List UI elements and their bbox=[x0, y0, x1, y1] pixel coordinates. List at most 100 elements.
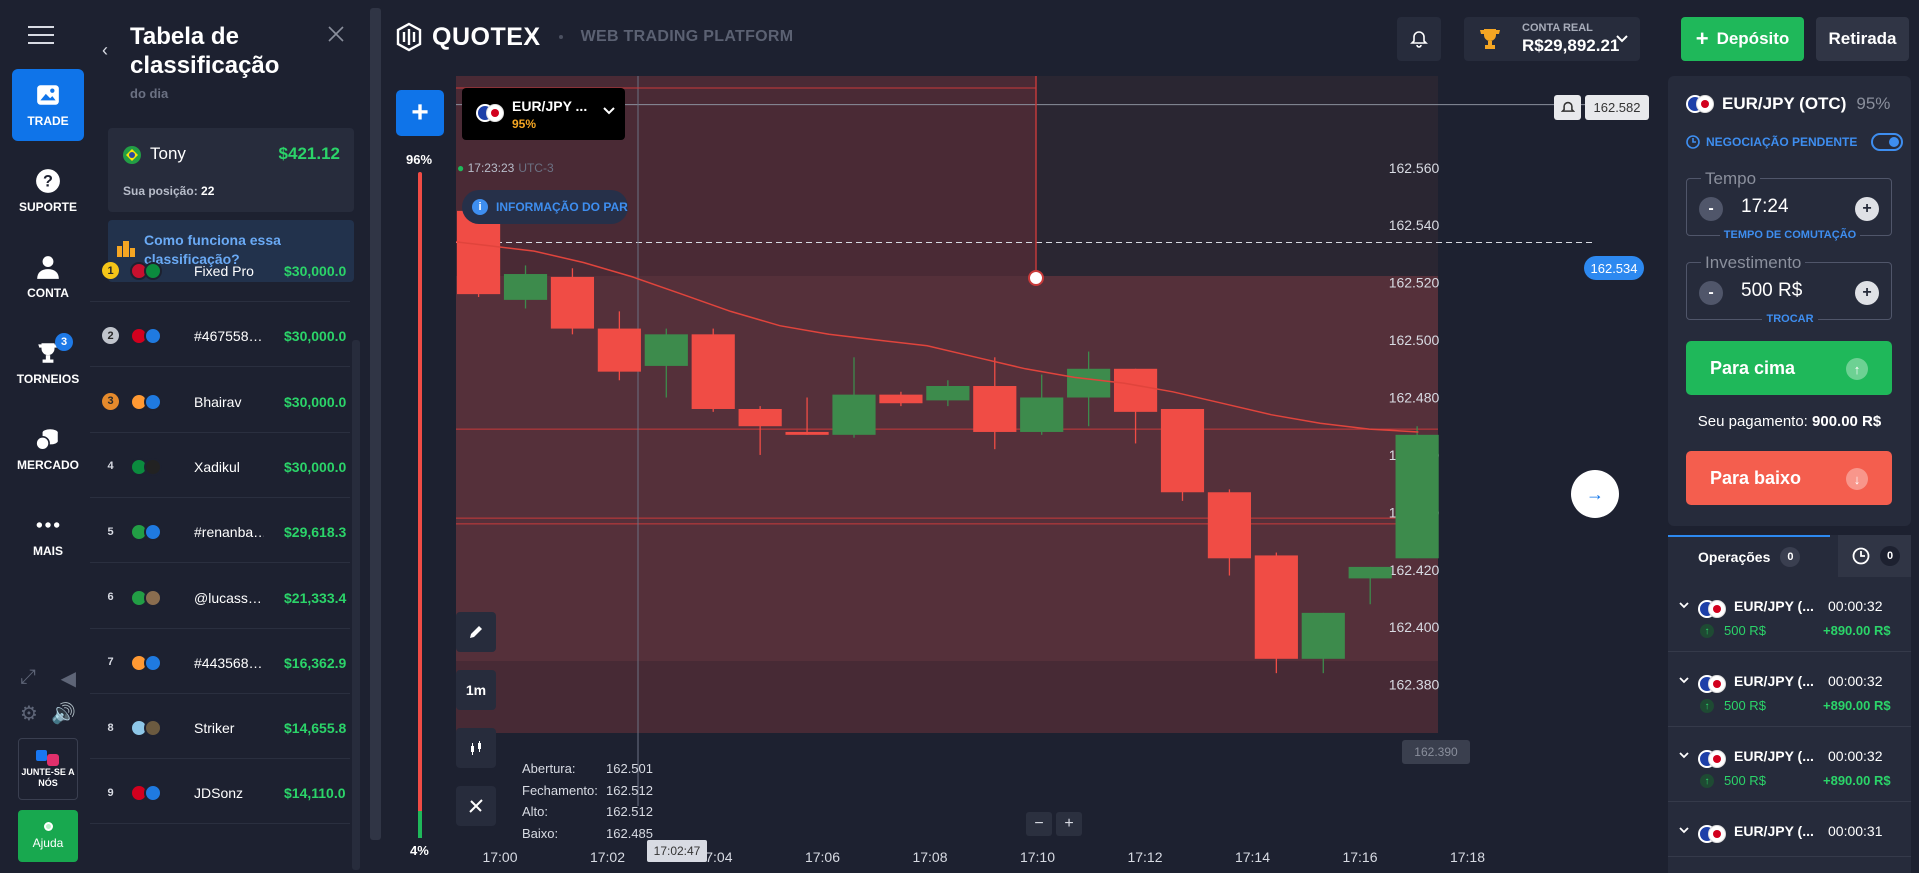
panel-scrollbar[interactable] bbox=[370, 8, 381, 840]
operation-item[interactable]: EUR/JPY (... 00:00:32 ↑ 500 R$ +890.00 R$ bbox=[1668, 727, 1911, 802]
candle[interactable] bbox=[785, 431, 829, 435]
withdraw-button[interactable]: Retirada bbox=[1816, 17, 1909, 61]
time-increase-button[interactable]: + bbox=[1855, 197, 1879, 221]
pair-selector[interactable]: EUR/JPY ... 95% bbox=[462, 88, 625, 140]
nav-market[interactable]: MERCADO bbox=[12, 413, 84, 485]
candle[interactable] bbox=[1113, 368, 1158, 412]
candle[interactable] bbox=[1395, 434, 1439, 559]
nav-support[interactable]: ? SUPORTE bbox=[12, 155, 84, 227]
ohlc-low-label: Baixo: bbox=[522, 825, 559, 841]
chevron-down-icon[interactable] bbox=[1678, 749, 1690, 761]
candle[interactable] bbox=[1160, 408, 1205, 493]
leaderboard-scrollbar[interactable] bbox=[352, 340, 360, 870]
investment-increase-button[interactable]: + bbox=[1855, 281, 1879, 305]
chevron-down-icon[interactable] bbox=[1678, 674, 1690, 686]
tab-history[interactable]: 0 bbox=[1838, 535, 1911, 577]
operation-item[interactable]: EUR/JPY (... 00:00:31 bbox=[1668, 802, 1911, 857]
leaderboard-row[interactable]: 9 JDSonz $14,110.0 bbox=[90, 759, 350, 825]
candle[interactable] bbox=[597, 328, 641, 372]
put-down-button[interactable]: Para baixo ↓ bbox=[1686, 451, 1892, 505]
timeframe-button[interactable]: 1m bbox=[456, 670, 496, 710]
switch-investment-link[interactable]: TROCAR bbox=[1687, 313, 1893, 325]
zoom-out-button[interactable]: − bbox=[1026, 812, 1052, 836]
candle[interactable] bbox=[879, 394, 923, 404]
chart-type-button[interactable] bbox=[456, 728, 496, 768]
tab-operations[interactable]: Operações 0 bbox=[1668, 535, 1830, 577]
switch-time-link[interactable]: TEMPO DE COMUTAÇÃO bbox=[1687, 229, 1893, 241]
price-chart[interactable]: 162.560 162.540 162.520 162.500 162.480 162.4… bbox=[456, 76, 1654, 873]
investment-decrease-button[interactable]: - bbox=[1699, 281, 1723, 305]
trade-marker-dot[interactable] bbox=[1028, 270, 1044, 286]
account-selector[interactable]: CONTA REAL R$29,892.21 bbox=[1464, 17, 1640, 61]
leaderboard-rank: 1 bbox=[102, 262, 119, 279]
help-button[interactable]: Ajuda bbox=[18, 810, 78, 862]
how-it-works-link[interactable]: Como funciona essa classificação? bbox=[108, 220, 354, 282]
leaderboard-row[interactable]: 1 Fixed Pro $30,000.0 bbox=[90, 237, 350, 302]
candle[interactable] bbox=[644, 334, 688, 366]
operation-item[interactable]: EUR/JPY (... 00:00:32 ↑ 500 R$ +890.00 R$ bbox=[1668, 652, 1911, 727]
operation-item[interactable]: EUR/JPY (... 00:00:32 ↑ 500 R$ +890.00 R$ bbox=[1668, 577, 1911, 652]
nav-account[interactable]: CONTA bbox=[12, 241, 84, 313]
candle[interactable] bbox=[1020, 397, 1064, 432]
deposit-label: Depósito bbox=[1716, 29, 1790, 48]
nav-more[interactable]: MAIS bbox=[12, 499, 84, 571]
candle[interactable] bbox=[691, 334, 735, 409]
eur-jpy-flag-icon bbox=[1698, 598, 1726, 620]
timeframe-label: 1m bbox=[465, 682, 487, 698]
leaderboard-row[interactable]: 6 @lucass… $21,333.4 bbox=[90, 564, 350, 629]
candle[interactable] bbox=[550, 276, 595, 329]
leaderboard-row[interactable]: 5 #renanba… $29,618.3 bbox=[90, 498, 350, 564]
deposit-button[interactable]: + Depósito bbox=[1681, 17, 1804, 61]
my-position-card: Tony $421.12 Sua posição: 22 bbox=[108, 128, 354, 212]
pair-info-button[interactable]: i INFORMAÇÃO DO PAR bbox=[462, 190, 628, 224]
call-up-button[interactable]: Para cima ↑ bbox=[1686, 341, 1892, 395]
price-alert-button[interactable] bbox=[1554, 95, 1581, 120]
zoom-in-button[interactable]: + bbox=[1056, 812, 1082, 836]
chart-area: + 96% 4% 162.560 162.540 162.520 162.500 162… bbox=[384, 76, 1654, 873]
add-chart-button[interactable]: + bbox=[396, 90, 444, 136]
settings-icon[interactable]: ⚙ bbox=[20, 703, 38, 725]
fullscreen-icon[interactable]: ⤢ bbox=[20, 666, 36, 688]
candle[interactable] bbox=[457, 210, 501, 295]
time-decrease-button[interactable]: - bbox=[1699, 197, 1723, 221]
leaderboard-row[interactable]: 2 #467558… $30,000.0 bbox=[90, 302, 350, 368]
notifications-button[interactable] bbox=[1397, 17, 1441, 61]
candle[interactable] bbox=[1067, 368, 1111, 398]
leaderboard-rank: 7 bbox=[107, 656, 114, 669]
candle[interactable] bbox=[1254, 555, 1298, 659]
leaderboard-row[interactable]: 7 #443568… $16,362.9 bbox=[90, 629, 350, 694]
leaderboard-row[interactable]: 8 Striker $14,655.8 bbox=[90, 694, 350, 760]
nav-market-label: MERCADO bbox=[17, 458, 79, 472]
sound-icon[interactable]: 🔊 bbox=[51, 703, 76, 725]
indicators-button[interactable] bbox=[456, 786, 496, 826]
trade-pair[interactable]: EUR/JPY (OTC) 95% bbox=[1686, 93, 1890, 115]
nav-trade[interactable]: TRADE bbox=[12, 69, 84, 141]
candle[interactable] bbox=[1348, 566, 1392, 579]
scroll-to-latest-button[interactable]: → bbox=[1571, 470, 1619, 518]
candle[interactable] bbox=[832, 394, 876, 435]
candle[interactable] bbox=[738, 408, 782, 427]
nav-tournaments[interactable]: 3 TORNEIOS bbox=[12, 327, 84, 399]
draw-tool-button[interactable] bbox=[456, 612, 496, 652]
candle[interactable] bbox=[1207, 492, 1252, 559]
candle[interactable] bbox=[973, 386, 1017, 432]
pending-trade-toggle[interactable] bbox=[1871, 133, 1904, 151]
back-arrow-icon[interactable]: ◀ bbox=[60, 668, 76, 690]
leaderboard-name: JDSonz bbox=[194, 785, 244, 802]
investment-value[interactable]: 500 R$ bbox=[1741, 280, 1803, 301]
time-value[interactable]: 17:24 bbox=[1741, 196, 1789, 217]
leaderboard-row[interactable]: 4 Xadikul $30,000.0 bbox=[90, 433, 350, 498]
brand-logo[interactable]: QUOTEX WEB TRADING PLATFORM bbox=[394, 22, 793, 52]
menu-icon[interactable] bbox=[28, 26, 54, 44]
chevron-down-icon[interactable] bbox=[1678, 599, 1690, 611]
leaderboard-amount: $29,618.3 bbox=[284, 524, 347, 541]
operation-investment: 500 R$ bbox=[1724, 773, 1766, 788]
chevron-down-icon[interactable] bbox=[1678, 824, 1690, 836]
candle[interactable] bbox=[926, 386, 970, 401]
candle[interactable] bbox=[1301, 612, 1345, 659]
leaderboard-row[interactable]: 3 Bhairav $30,000.0 bbox=[90, 368, 350, 433]
join-us-button[interactable]: JUNTE-SE A NÓS bbox=[18, 738, 78, 800]
candle[interactable] bbox=[503, 274, 548, 300]
close-icon[interactable] bbox=[326, 24, 346, 44]
chevron-left-icon[interactable]: ‹ bbox=[102, 40, 108, 60]
